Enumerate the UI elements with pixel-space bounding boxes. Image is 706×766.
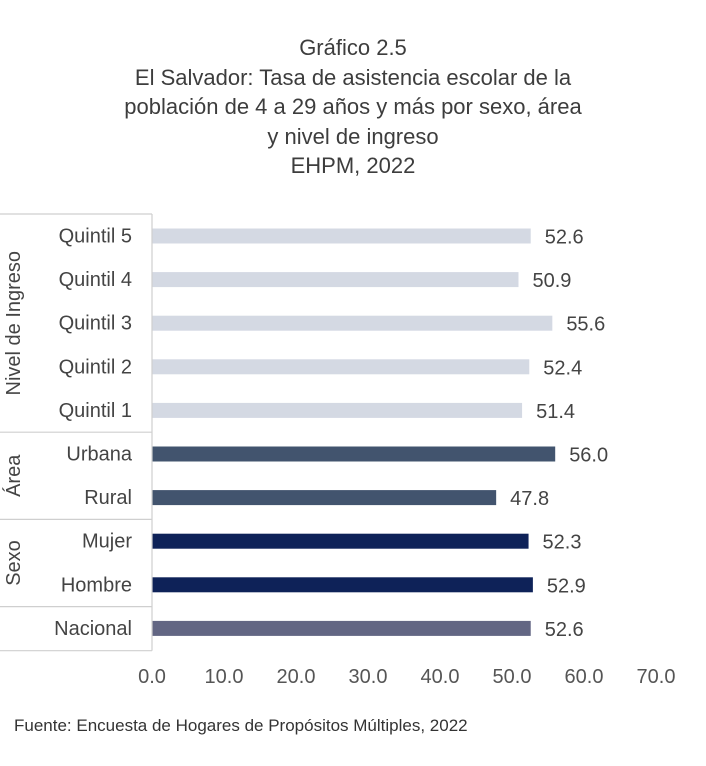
group-label: Área	[2, 454, 25, 497]
category-label: Quintil 3	[59, 313, 132, 335]
data-label: 52.4	[543, 357, 582, 379]
bar	[152, 272, 519, 288]
bar	[152, 315, 553, 331]
bar	[152, 359, 530, 375]
x-tick-label: 50.0	[493, 666, 532, 688]
category-label: Quintil 4	[59, 269, 132, 291]
bar	[152, 577, 533, 593]
title-line: El Salvador: Tasa de asistencia escolar …	[134, 64, 572, 90]
title-line: Gráfico 2.5	[299, 35, 407, 60]
title-line: EHPM, 2022	[290, 153, 416, 178]
data-label: 52.6	[545, 227, 584, 249]
category-label: Mujer	[82, 531, 132, 553]
category-label: Rural	[84, 487, 132, 509]
category-label: Nacional	[54, 618, 132, 640]
group-label: Sexo	[3, 540, 25, 586]
title-line: población de 4 a 29 años y más por sexo,…	[124, 94, 582, 119]
data-label: 50.9	[532, 270, 571, 292]
x-tick-label: 60.0	[565, 666, 604, 688]
title-line: y nivel de ingreso	[267, 123, 439, 149]
bar	[152, 490, 497, 506]
chart-title: Gráfico 2.5 El Salvador: Tasa de asisten…	[0, 33, 706, 181]
category-label: Quintil 5	[59, 226, 132, 248]
source-note: Fuente: Encuesta de Hogares de Propósito…	[14, 716, 468, 735]
bar	[152, 402, 523, 418]
category-label: Quintil 1	[59, 400, 132, 422]
data-label: 55.6	[566, 314, 605, 336]
category-label: Urbana	[66, 444, 132, 466]
data-label: 52.6	[545, 619, 584, 641]
x-tick-label: 20.0	[277, 666, 316, 688]
x-tick-label: 10.0	[205, 666, 244, 688]
data-label: 47.8	[510, 488, 549, 510]
data-label: 56.0	[569, 445, 608, 467]
group-label: Nivel de Ingreso	[3, 251, 25, 396]
data-label: 52.9	[547, 575, 586, 597]
x-tick-label: 40.0	[421, 666, 460, 688]
x-tick-label: 0.0	[138, 666, 166, 688]
category-label: Hombre	[61, 574, 132, 596]
category-label: Quintil 2	[59, 356, 132, 378]
x-tick-label: 30.0	[349, 666, 388, 688]
bar	[152, 620, 531, 636]
x-tick-label: 70.0	[637, 666, 676, 688]
bar	[152, 228, 531, 244]
bar	[152, 533, 529, 549]
data-label: 51.4	[536, 401, 575, 423]
data-label: 52.3	[543, 532, 582, 554]
bar	[152, 446, 556, 462]
